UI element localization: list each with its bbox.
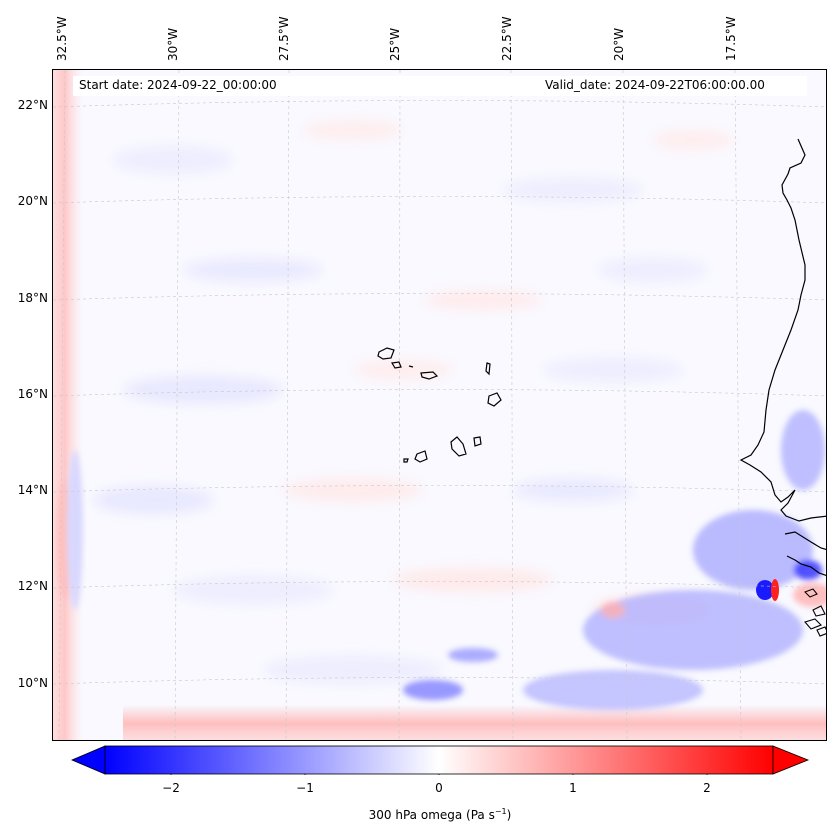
- valid-date-label: Valid_date: 2024-09-22T06:00:00.00: [545, 78, 765, 92]
- bijagos-islands: [804, 588, 826, 637]
- date-info-bar: [73, 76, 807, 96]
- colorbar-extend-max: [772, 745, 810, 775]
- lat-label-22n: 22°N: [17, 98, 48, 112]
- lat-label-12n: 12°N: [17, 579, 48, 593]
- colorbar-extend-min: [70, 745, 106, 775]
- lat-label-14n: 14°N: [17, 483, 48, 497]
- gambia-river-coast: [784, 531, 826, 551]
- strong-ascent-core: [756, 580, 774, 600]
- lon-label-30w: 30°W: [166, 27, 180, 61]
- lat-label-16n: 16°N: [17, 387, 48, 401]
- colorbar-tick-label: −2: [162, 781, 180, 795]
- colorbar-title-text: 300 hPa omega (Pa s: [368, 808, 495, 822]
- colorbar-tick-label: 1: [569, 781, 577, 795]
- colorbar-tick-marks: [170, 774, 708, 775]
- lat-label-18n: 18°N: [17, 291, 48, 305]
- lon-label-27-5w: 27.5°W: [277, 16, 291, 61]
- cape-verde-islands: [377, 347, 502, 463]
- lon-label-25w: 25°W: [388, 27, 402, 61]
- lon-label-22-5w: 22.5°W: [500, 16, 514, 61]
- left-edge-band: [53, 70, 83, 740]
- colorbar-title-exponent: −1: [494, 807, 507, 816]
- bottom-edge-band: [123, 705, 826, 740]
- colorbar-tick-label: 0: [435, 781, 443, 795]
- lon-label-20w: 20°W: [612, 27, 626, 61]
- lon-label-17-5w: 17.5°W: [724, 16, 738, 61]
- guinea-bissau-coast: [786, 555, 826, 576]
- strong-descent-core: [771, 579, 779, 601]
- west-africa-coastline: [739, 138, 826, 522]
- lat-label-20n: 20°N: [17, 194, 48, 208]
- colorbar-body: [104, 745, 774, 775]
- gridlines: [53, 70, 826, 740]
- colorbar-tick-label: −1: [296, 781, 314, 795]
- colorbar-title-close: ): [506, 808, 512, 822]
- lat-label-10n: 10°N: [17, 676, 48, 690]
- colorbar-title: 300 hPa omega (Pa s−1): [70, 807, 810, 822]
- colorbar-tick-label: 2: [703, 781, 711, 795]
- start-date-label: Start date: 2024-09-22_00:00:00: [79, 78, 277, 92]
- map-panel: [52, 69, 827, 741]
- lon-label-32-5w: 32.5°W: [55, 16, 69, 61]
- colorbar: [70, 745, 810, 775]
- omega-field-map: [53, 70, 826, 740]
- southeast-convection: [403, 410, 826, 710]
